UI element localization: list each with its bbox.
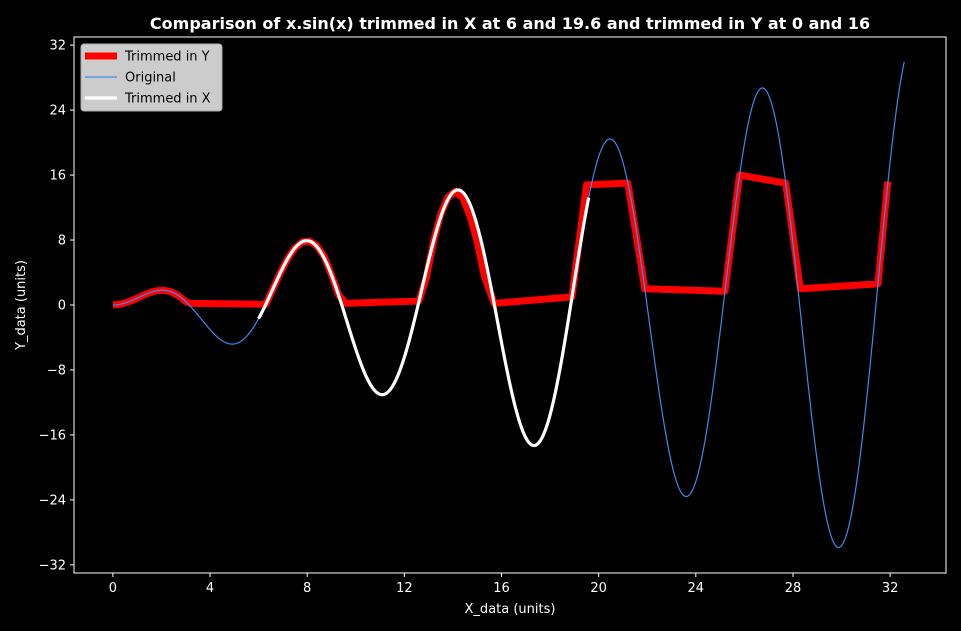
x-tick-label: 16 [493,581,510,596]
x-tick-label: 4 [206,581,214,596]
y-tick-label: −8 [47,363,66,378]
y-tick-label: −16 [39,428,66,443]
legend-label: Original [125,71,176,86]
x-tick-label: 20 [590,581,607,596]
x-tick-label: 12 [396,581,413,596]
x-tick-label: 0 [109,581,117,596]
y-tick-label: 16 [49,169,66,184]
x-tick-label: 28 [785,581,802,596]
y-tick-label: −24 [39,493,66,508]
x-tick-label: 32 [882,581,899,596]
x-axis: 0 4 8 12 16 20 24 28 32 [109,573,899,596]
x-tick-label: 24 [688,581,705,596]
y-axis: −32 −24 −16 −8 0 8 16 24 32 [39,39,74,573]
series-line-2 [257,188,591,448]
chart-title: Comparison of x.sin(x) trimmed in X at 6… [150,14,870,33]
x-axis-label: X_data (units) [465,602,556,617]
legend-label: Trimmed in X [124,92,211,107]
legend-box [80,43,223,112]
legend-label: Trimmed in Y [124,50,210,65]
y-tick-label: 24 [49,104,66,119]
y-axis-label: Y_data (units) [14,260,29,351]
series-layer [112,61,905,549]
legend: Trimmed in Y Original Trimmed in X [80,43,223,112]
y-tick-label: −32 [39,558,66,573]
y-tick-label: 0 [58,299,66,314]
y-tick-label: 32 [49,39,66,54]
x-tick-label: 8 [303,581,311,596]
y-tick-label: 8 [58,234,66,249]
